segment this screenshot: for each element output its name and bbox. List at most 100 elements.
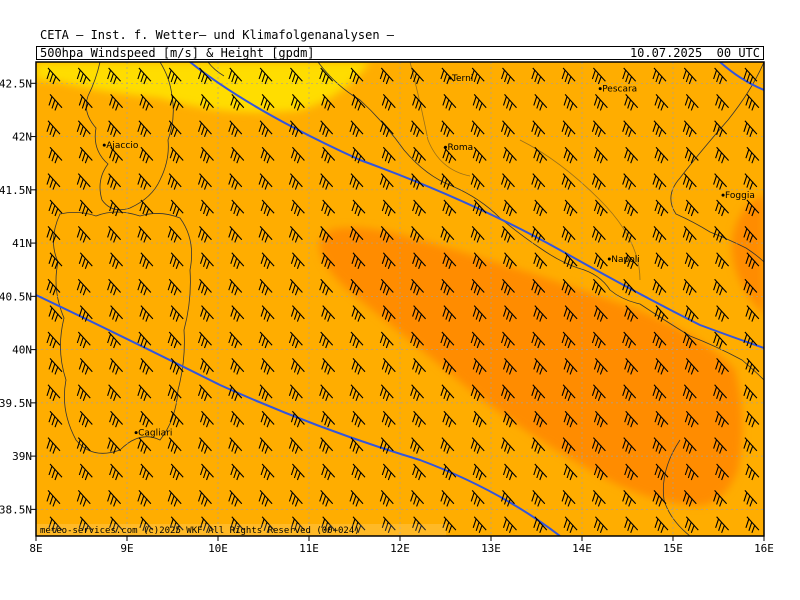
city-label: Terni — [451, 74, 473, 84]
wind-barb — [470, 226, 485, 243]
wind-barb — [76, 384, 91, 401]
wind-barb — [109, 410, 124, 428]
wind-barb — [652, 437, 667, 454]
wind-barb — [624, 358, 639, 375]
wind-barb — [290, 516, 305, 533]
wind-barb — [624, 463, 639, 481]
wind-barb — [199, 305, 214, 322]
wind-barb — [654, 252, 669, 269]
wind-barb — [654, 199, 669, 217]
x-tick-label: 13E — [481, 542, 501, 555]
wind-barb — [76, 437, 91, 454]
wind-barb — [654, 516, 669, 533]
wind-barb — [682, 67, 697, 85]
wind-barb — [319, 120, 334, 137]
wind-barb — [139, 94, 154, 111]
wind-barb — [442, 358, 457, 375]
wind-barb — [260, 146, 275, 164]
wind-barb — [169, 305, 184, 322]
wind-barb — [440, 173, 455, 190]
wind-barb — [533, 516, 548, 533]
wind-barb — [109, 199, 124, 217]
wind-barb — [593, 146, 608, 164]
wind-barb — [258, 67, 273, 85]
wind-barb — [561, 437, 576, 454]
wind-barb — [319, 331, 334, 349]
wind-barb — [502, 199, 517, 217]
wind-barb — [533, 199, 548, 217]
wind-barb — [167, 120, 182, 137]
wind-barb — [470, 331, 485, 349]
wind-barb — [533, 305, 548, 322]
wind-barb — [379, 437, 394, 454]
wind-barb — [472, 252, 487, 269]
wind-barb — [622, 278, 637, 296]
wind-barb — [199, 199, 214, 217]
wind-barb — [48, 305, 63, 322]
wind-barb — [109, 516, 124, 533]
wind-barb — [228, 384, 243, 401]
wind-barb — [591, 120, 606, 137]
wind-barb — [563, 305, 578, 322]
wind-barb — [531, 331, 546, 349]
wind-barb — [48, 252, 63, 269]
wind-barb — [258, 226, 273, 243]
wind-barb — [533, 358, 548, 375]
y-tick-label: 41N — [12, 237, 32, 250]
city-label: Napoli — [611, 255, 639, 265]
wind-barb — [381, 146, 396, 164]
wind-barb — [381, 252, 396, 269]
x-tick-label: 10E — [208, 542, 228, 555]
wind-barb — [169, 146, 184, 164]
wind-barb — [381, 410, 396, 428]
wind-barb — [167, 437, 182, 454]
wind-barb — [321, 516, 336, 533]
wind-barb — [561, 67, 576, 85]
wind-barb — [199, 358, 214, 375]
wind-barb — [319, 437, 334, 454]
wind-barb — [743, 490, 758, 507]
wind-barb — [199, 252, 214, 269]
city-marker — [448, 76, 452, 80]
wind-barb — [682, 490, 697, 507]
wind-barb — [197, 278, 212, 296]
wind-barb — [412, 410, 427, 428]
wind-barb — [442, 410, 457, 428]
wind-barb — [167, 490, 182, 507]
wind-barb — [502, 305, 517, 322]
wind-barb — [139, 463, 154, 481]
wind-barb — [137, 384, 152, 401]
wind-barb — [682, 331, 697, 349]
wind-barb — [321, 199, 336, 217]
wind-barb — [228, 226, 243, 243]
wind-barb — [472, 146, 487, 164]
wind-barb — [410, 384, 425, 401]
wind-barb — [715, 146, 730, 164]
wind-barb — [319, 384, 334, 401]
wind-barb — [167, 331, 182, 349]
y-tick-label: 41.5N — [0, 184, 32, 197]
wind-barb — [169, 516, 184, 533]
product-bar: 500hpa_Windspeed_[m/s]_&_Height_[gpdm] 1… — [36, 46, 764, 60]
wind-barb — [412, 463, 427, 481]
wind-barb — [472, 199, 487, 217]
height-contours — [36, 62, 764, 536]
wind-barb — [622, 120, 637, 137]
wind-barb — [288, 437, 303, 454]
wind-barb — [652, 384, 667, 401]
wind-barb — [290, 358, 305, 375]
wind-barb — [260, 410, 275, 428]
wind-barb — [137, 331, 152, 349]
wind-barb — [715, 199, 730, 217]
wind-barb — [745, 146, 760, 164]
wind-barb — [470, 437, 485, 454]
wind-barb — [167, 278, 182, 296]
wind-barb — [472, 410, 487, 428]
wind-barb — [109, 463, 124, 481]
wind-barb — [109, 358, 124, 375]
wind-barb — [381, 305, 396, 322]
wind-barb — [563, 199, 578, 217]
wind-barb — [288, 67, 303, 85]
wind-barb — [412, 146, 427, 164]
city-labels: Terni Pescara Ajaccio Roma Foggia Napoli Cagli… — [102, 74, 755, 439]
